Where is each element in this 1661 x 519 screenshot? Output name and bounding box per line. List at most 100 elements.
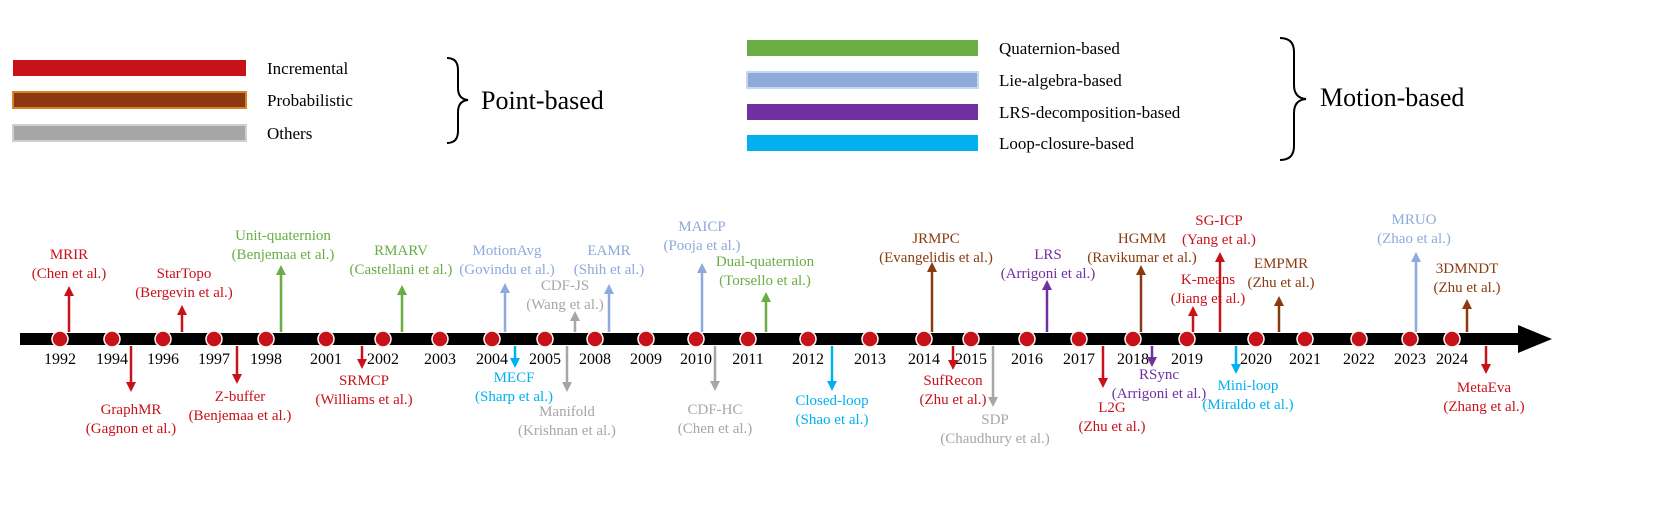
method-ref-startopo: (Bergevin et al.) bbox=[135, 285, 233, 301]
method-arrowhead-cdf-hc bbox=[710, 381, 720, 391]
year-dot-2016 bbox=[1018, 330, 1036, 348]
method-arrowhead-sdp bbox=[988, 397, 998, 407]
year-label-2009: 2009 bbox=[630, 351, 662, 368]
year-label-2013: 2013 bbox=[854, 351, 886, 368]
method-ref-eamr: (Shih et al.) bbox=[574, 262, 644, 278]
method-arrowhead-motionavg bbox=[500, 283, 510, 293]
year-dot-2012 bbox=[799, 330, 817, 348]
method-name-sdp: SDP bbox=[981, 412, 1009, 428]
legend-swatch-lie bbox=[746, 71, 979, 89]
method-name-graphmr: GraphMR bbox=[101, 402, 162, 418]
method-ref-manifold: (Krishnan et al.) bbox=[518, 423, 616, 439]
method-name-k-means: K-means bbox=[1181, 272, 1235, 288]
legend: Incremental Probabilistic Others Point-base… bbox=[12, 37, 1464, 161]
method-graphmr: GraphMR (Gagnon et al.) bbox=[86, 346, 176, 437]
legend-swatch-probabilistic bbox=[12, 91, 247, 109]
method-sg-icp: SG-ICP (Yang et al.) bbox=[1182, 213, 1256, 332]
year-dot-2021 bbox=[1296, 330, 1314, 348]
method-arrowhead-hgmm bbox=[1136, 265, 1146, 275]
method-name-z-buffer: Z-buffer bbox=[215, 389, 266, 405]
method-ref-mini-loop: (Miraldo et al.) bbox=[1202, 397, 1293, 413]
year-label-1994: 1994 bbox=[96, 351, 128, 368]
legend-label-lrs: LRS-decomposition-based bbox=[999, 103, 1181, 122]
method-mecf: MECF (Sharp et al.) bbox=[475, 346, 553, 405]
method-arrowhead-rmarv bbox=[397, 285, 407, 295]
method-sufrecon: SufRecon (Zhu et al.) bbox=[919, 346, 987, 408]
method-name-rsync: RSync bbox=[1139, 367, 1179, 383]
timeline-arrowhead bbox=[1518, 325, 1552, 353]
year-dot-2024 bbox=[1443, 330, 1461, 348]
point-based-label: Point-based bbox=[481, 86, 604, 115]
year-label-2016: 2016 bbox=[1011, 351, 1043, 368]
method-ref-mecf: (Sharp et al.) bbox=[475, 389, 553, 405]
year-label-2005: 2005 bbox=[529, 351, 561, 368]
year-dot-2020 bbox=[1247, 330, 1265, 348]
year-dot-2009 bbox=[637, 330, 655, 348]
method-ref-rsync: (Arrigoni et al.) bbox=[1112, 386, 1207, 402]
method-ref-l2g: (Zhu et al.) bbox=[1078, 419, 1145, 435]
timeline-axis: 1992 1994 1996 1997 1998 2001 2002 2003 2004 2005… bbox=[20, 325, 1552, 368]
method-motionavg: MotionAvg (Govindu et al.) bbox=[459, 243, 555, 332]
methods: MRIR (Chen et al.) GraphMR (Gagnon et al.) S… bbox=[32, 212, 1525, 447]
method-cdf-hc: CDF-HC (Chen et al.) bbox=[678, 346, 753, 437]
year-dot-2023 bbox=[1401, 330, 1419, 348]
year-label-2010: 2010 bbox=[680, 351, 712, 368]
method-ref-sg-icp: (Yang et al.) bbox=[1182, 232, 1256, 248]
method-l2g: L2G (Zhu et al.) bbox=[1078, 346, 1146, 435]
method-ref-z-buffer: (Benjemaa et al.) bbox=[189, 408, 292, 424]
year-dot-2008 bbox=[586, 330, 604, 348]
year-dot-2018 bbox=[1124, 330, 1142, 348]
method-mini-loop: Mini-loop (Miraldo et al.) bbox=[1202, 346, 1294, 413]
method-name-mecf: MECF bbox=[494, 370, 535, 386]
method-arrowhead-k-means bbox=[1188, 306, 1198, 316]
method-arrowhead-startopo bbox=[177, 305, 187, 315]
method-ref-cdf-hc: (Chen et al.) bbox=[678, 421, 753, 437]
method-name-jrmpc: JRMPC bbox=[912, 231, 960, 247]
legend-swatch-incremental bbox=[13, 60, 246, 76]
method-name-cdf-js: CDF-JS bbox=[541, 278, 589, 294]
motion-based-label: Motion-based bbox=[1320, 83, 1464, 112]
method-cdf-js: CDF-JS (Wang et al.) bbox=[526, 278, 604, 332]
method-maicp: MAICP (Pooja et al.) bbox=[663, 219, 741, 332]
legend-label-loop: Loop-closure-based bbox=[999, 134, 1135, 153]
method-arrowhead-maicp bbox=[697, 263, 707, 273]
method-arrowhead-eamr bbox=[604, 284, 614, 294]
method-arrowhead-mrir bbox=[64, 286, 74, 296]
method-name-motionavg: MotionAvg bbox=[473, 243, 542, 259]
method-ref-sufrecon: (Zhu et al.) bbox=[919, 392, 986, 408]
method-ref-lrs: (Arrigoni et al.) bbox=[1001, 266, 1096, 282]
legend-label-others: Others bbox=[267, 124, 312, 143]
method-ref-dual-quaternion: (Torsello et al.) bbox=[719, 273, 811, 289]
method-arrowhead-z-buffer bbox=[232, 374, 242, 384]
legend-label-incremental: Incremental bbox=[267, 59, 348, 78]
method-unit-quaternion: Unit-quaternion (Benjemaa et al.) bbox=[232, 228, 334, 332]
method-rmarv: RMARV (Castellani et al.) bbox=[350, 243, 452, 332]
method-name-sufrecon: SufRecon bbox=[923, 373, 983, 389]
method-name-srmcp: SRMCP bbox=[339, 373, 389, 389]
method-ref-graphmr: (Gagnon et al.) bbox=[86, 421, 176, 437]
method-arrowhead-closed-loop bbox=[827, 381, 837, 391]
method-dual-quaternion: Dual-quaternion (Torsello et al.) bbox=[716, 254, 815, 332]
method-metaeva: MetaEva (Zhang et al.) bbox=[1443, 346, 1525, 415]
method-ref-jrmpc: (Evangelidis et al.) bbox=[879, 250, 993, 266]
method-name-3dmndt: 3DMNDT bbox=[1436, 261, 1499, 277]
year-label-2002: 2002 bbox=[367, 351, 399, 368]
method-name-lrs: LRS bbox=[1034, 247, 1062, 263]
legend-label-probabilistic: Probabilistic bbox=[267, 91, 353, 110]
timeline-bar bbox=[20, 333, 1520, 345]
year-label-1997: 1997 bbox=[198, 351, 230, 368]
year-label-2018: 2018 bbox=[1117, 351, 1149, 368]
legend-swatch-lrs bbox=[747, 104, 978, 120]
method-name-cdf-hc: CDF-HC bbox=[687, 402, 742, 418]
method-name-eamr: EAMR bbox=[587, 243, 630, 259]
method-arrowhead-mruo bbox=[1411, 252, 1421, 262]
method-name-hgmm: HGMM bbox=[1118, 231, 1166, 247]
year-dot-1994 bbox=[103, 330, 121, 348]
method-name-startopo: StarTopo bbox=[157, 266, 212, 282]
method-arrowhead-srmcp bbox=[357, 359, 367, 369]
method-arrowhead-dual-quaternion bbox=[761, 292, 771, 302]
legend-swatch-quaternion bbox=[747, 40, 978, 56]
method-arrowhead-sg-icp bbox=[1215, 252, 1225, 262]
